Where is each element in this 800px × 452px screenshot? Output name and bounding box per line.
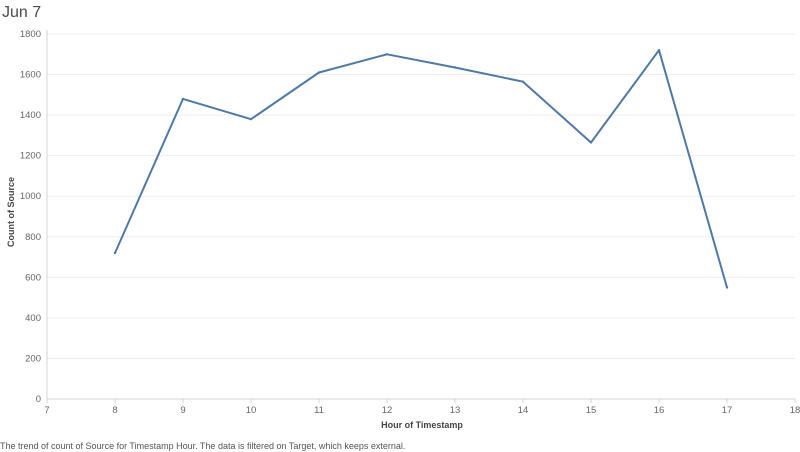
x-tick-label: 15 bbox=[586, 405, 597, 416]
y-tick-label: 800 bbox=[25, 232, 41, 243]
y-tick-label: 1800 bbox=[20, 29, 41, 40]
data-point bbox=[317, 71, 321, 74]
y-tick-label: 600 bbox=[25, 272, 41, 283]
x-tick-label: 16 bbox=[654, 405, 665, 416]
data-point bbox=[521, 80, 525, 83]
x-axis-label: Hour of Timestamp bbox=[381, 420, 463, 430]
data-point bbox=[589, 141, 593, 144]
x-tick-label: 13 bbox=[450, 405, 461, 416]
x-tick-label: 7 bbox=[44, 405, 49, 416]
data-point bbox=[725, 286, 729, 289]
gridlines bbox=[47, 33, 795, 359]
x-tick-label: 11 bbox=[314, 405, 324, 416]
y-tick-label: 0 bbox=[36, 394, 41, 405]
x-tick-label: 10 bbox=[246, 405, 257, 416]
data-point bbox=[657, 49, 661, 52]
x-tick-label: 14 bbox=[518, 405, 529, 416]
data-point bbox=[453, 66, 457, 69]
chart-caption: The trend of count of Source for Timesta… bbox=[0, 441, 406, 451]
data-point bbox=[249, 117, 253, 121]
x-tick-label: 17 bbox=[722, 405, 733, 416]
x-tick-label: 18 bbox=[790, 405, 800, 416]
series-line bbox=[114, 49, 728, 289]
y-tick-label: 1400 bbox=[20, 110, 41, 121]
data-point bbox=[385, 53, 389, 56]
x-tick-label: 8 bbox=[112, 405, 117, 416]
series-layer bbox=[113, 49, 729, 289]
y-tick-label: 1200 bbox=[20, 151, 41, 162]
x-tick-label: 9 bbox=[180, 405, 185, 416]
y-tick-label: 1600 bbox=[20, 70, 41, 81]
y-tick-label: 200 bbox=[25, 353, 41, 364]
chart-title: Jun 7 bbox=[2, 4, 42, 21]
y-tick-label: 400 bbox=[25, 313, 41, 324]
x-tick-label: 12 bbox=[382, 405, 393, 416]
axes bbox=[46, 30, 795, 400]
y-tick-labels: 0 200 400 600 800 1000 1200 1400 1600 1800 bbox=[20, 29, 41, 405]
data-point bbox=[181, 97, 185, 101]
x-tick-labels: 7 8 9 10 11 12 13 14 15 16 17 18 bbox=[44, 399, 800, 416]
y-tick-label: 1000 bbox=[20, 191, 41, 202]
data-point bbox=[113, 251, 117, 255]
